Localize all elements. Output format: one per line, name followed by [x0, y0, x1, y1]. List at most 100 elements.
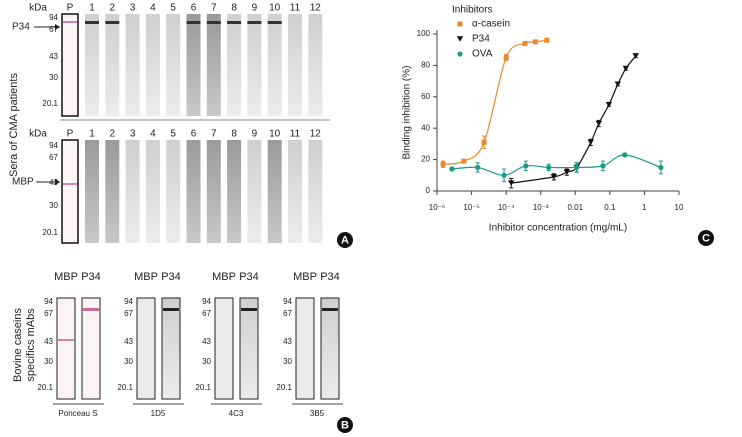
blot-lane — [214, 297, 234, 400]
data-point — [501, 172, 507, 178]
data-point — [622, 65, 630, 72]
blot-lane — [85, 140, 99, 243]
lane-label: 7 — [211, 3, 217, 14]
blot-band — [227, 21, 242, 24]
fit-curve — [442, 39, 547, 165]
lane-label: 5 — [170, 129, 176, 140]
marker-label: 43 — [124, 337, 133, 346]
legend-label: P34 — [472, 34, 490, 45]
marker-label: 30 — [49, 73, 58, 82]
legend-title: Inhibitors — [452, 5, 493, 16]
blot-lane — [247, 14, 262, 116]
panel-letter-badge — [337, 232, 353, 248]
blot-lane — [227, 140, 242, 243]
data-point — [614, 81, 622, 88]
blot-band — [163, 308, 179, 311]
lane-label: 1 — [89, 3, 95, 14]
lane-label: 7 — [211, 129, 217, 140]
marker-label: 43 — [44, 337, 53, 346]
blot-lane — [186, 14, 201, 116]
marker-label: 43 — [202, 337, 211, 346]
group-caption: Ponceau S — [58, 409, 97, 418]
x-tick-label: 1 — [642, 203, 647, 212]
group-caption: 4C3 — [229, 409, 244, 418]
marker-label: 67 — [49, 25, 58, 34]
marker-label: 20.1 — [195, 383, 211, 392]
x-tick-label: 10 — [675, 203, 684, 212]
blot-lane — [206, 140, 221, 243]
group-caption: 1D5 — [151, 409, 166, 418]
marker-label: 94 — [283, 297, 292, 306]
marker-label: 20.1 — [117, 383, 133, 392]
blot-lane — [125, 14, 140, 116]
lane-label: 8 — [231, 129, 237, 140]
marker-label: 43 — [49, 178, 58, 187]
lane-label: 12 — [310, 129, 322, 140]
legend-label: OVA — [472, 49, 493, 60]
blot-lane — [288, 140, 302, 243]
marker-label: 67 — [49, 153, 58, 162]
lane-label: 10 — [269, 129, 281, 140]
ponceau-band — [63, 183, 77, 185]
group-caption: 3B5 — [310, 409, 325, 418]
data-point — [449, 166, 455, 172]
marker-label: 94 — [124, 297, 133, 306]
ponceau-lane — [61, 139, 79, 244]
blot-lane — [81, 297, 101, 400]
lane-label: 10 — [269, 3, 281, 14]
marker-label: 67 — [202, 309, 211, 318]
panel-letter-badge — [337, 417, 353, 433]
legend-label: α-casein — [472, 19, 510, 30]
ponceau-lane — [61, 13, 79, 117]
data-point — [503, 55, 509, 61]
blot-band — [241, 308, 257, 311]
data-point — [622, 152, 628, 158]
marker-label: 30 — [283, 357, 292, 366]
marker-label: 67 — [124, 309, 133, 318]
lane-label: MBP — [54, 271, 78, 283]
lane-label: 2 — [110, 129, 116, 140]
x-tick-label: 10⁻⁵ — [463, 203, 479, 212]
blot-lane — [105, 140, 120, 243]
legend-marker — [456, 36, 464, 42]
y-tick-label: 80 — [421, 61, 430, 70]
blot-lane — [166, 140, 181, 243]
blot-lane — [320, 297, 340, 400]
fit-curve — [511, 55, 637, 184]
x-tick-label: 0.01 — [567, 203, 583, 212]
x-tick-label: 0.1 — [604, 203, 616, 212]
marker-label: 94 — [202, 297, 211, 306]
y-tick-label: 20 — [421, 155, 430, 164]
data-point — [544, 37, 550, 43]
lane-label: P34 — [81, 271, 101, 283]
arrow-label: MBP — [12, 177, 34, 188]
blot-lane — [145, 14, 160, 116]
data-point — [507, 180, 515, 186]
x-tick-label: 10⁻³ — [533, 203, 549, 212]
y-tick-label: 100 — [417, 29, 431, 38]
marker-label: 20.1 — [276, 383, 292, 392]
data-point — [461, 158, 467, 164]
y-label: Bovine caseins — [12, 308, 24, 382]
data-point — [523, 163, 529, 169]
lane-label: P — [67, 3, 74, 14]
data-point — [600, 163, 606, 169]
panel-letter: B — [341, 419, 349, 431]
x-axis-label: Inhibitor concentration (mg/mL) — [489, 223, 627, 234]
x-tick-label: 10⁻⁶ — [429, 203, 445, 212]
blot-lane — [145, 140, 160, 243]
blot-lane — [136, 297, 156, 400]
marker-label: 30 — [202, 357, 211, 366]
lane-label: 11 — [290, 129, 301, 140]
data-point — [587, 139, 594, 146]
y-label: specifics mAbs — [25, 308, 37, 382]
data-point — [546, 164, 552, 171]
y-tick-label: 60 — [421, 92, 430, 101]
marker-label: 43 — [283, 337, 292, 346]
marker-label: 30 — [44, 357, 53, 366]
marker-label: 67 — [44, 309, 53, 318]
arrow-head — [55, 179, 60, 185]
blot-lane — [308, 14, 323, 116]
marker-label: 30 — [49, 201, 58, 210]
